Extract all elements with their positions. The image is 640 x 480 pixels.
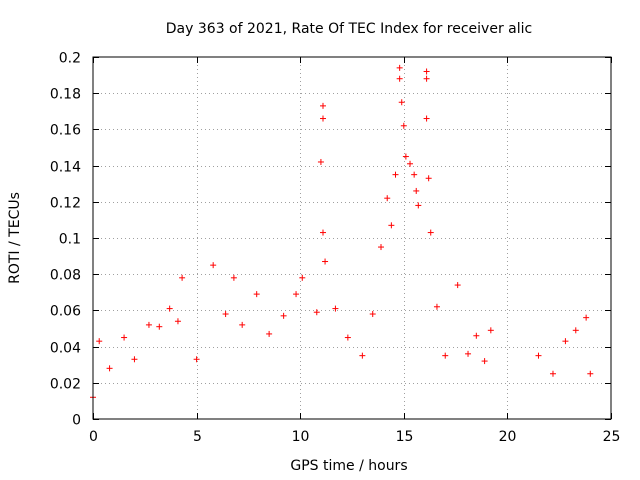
data-point [398,99,405,106]
data-point [442,352,449,359]
data-point [411,171,418,178]
x-tick-label: 10 [292,429,310,445]
x-tick-label: 5 [193,429,202,445]
data-point [413,187,420,194]
data-point [423,75,430,82]
data-point [396,75,403,82]
y-tick-label: 0.04 [50,341,81,357]
data-point [166,305,173,312]
data-point [427,229,434,236]
data-point [319,229,326,236]
y-axis-title: ROTI / TECUs [7,192,23,284]
data-point [549,370,556,377]
data-point [572,327,579,334]
data-point [253,291,260,298]
y-tick-label: 0.06 [50,304,81,320]
y-tick-label: 0.16 [50,123,81,139]
grid [93,57,611,419]
data-point [425,175,432,182]
x-tick-label: 0 [89,429,98,445]
y-tick-label: 0.2 [59,51,81,67]
data-point [193,356,200,363]
data-point [131,356,138,363]
plot-frame [92,56,612,420]
data-point [400,122,407,129]
data-point [454,282,461,289]
y-tick-label: 0.08 [50,268,81,284]
x-axis-title: GPS time / hours [290,458,407,474]
data-point [369,311,376,318]
data-point [179,274,186,281]
y-tick-label: 0.12 [50,196,81,212]
data-point [423,68,430,75]
data-point [392,171,399,178]
data-point [378,244,385,251]
data-point [473,332,480,339]
x-tick-label: 20 [499,429,517,445]
data-point [96,338,103,345]
data-point [313,309,320,316]
data-point [106,365,113,372]
data-point [317,158,324,165]
data-point [210,262,217,269]
data-point [402,153,409,160]
data-points [90,64,594,401]
data-point [145,321,152,328]
data-point [344,334,351,341]
data-point [156,323,163,330]
data-point [280,312,287,319]
y-tick-label: 0.18 [50,87,81,103]
data-point [423,115,430,122]
data-point [384,195,391,202]
data-point [222,311,229,318]
x-tick-label: 15 [396,429,414,445]
data-point [319,115,326,122]
data-point [487,327,494,334]
data-point [299,274,306,281]
data-point [332,305,339,312]
data-point [174,318,181,325]
data-point [535,352,542,359]
data-point [293,291,300,298]
data-point [319,102,326,109]
y-tick-labels: 0 0.02 0.04 0.06 0.08 0.1 0.12 0.14 0.16 0.18 0.2 [50,51,81,429]
data-point [415,202,422,209]
data-point [359,352,366,359]
data-point [587,370,594,377]
y-tick-label: 0.02 [50,377,81,393]
data-point [230,274,237,281]
y-tick-label: 0.14 [50,160,81,176]
y-tick-label: 0.1 [59,232,81,248]
data-point [481,358,488,365]
data-point [407,160,414,167]
data-point [396,64,403,71]
x-tick-labels: 0 5 10 15 20 25 [89,429,620,445]
data-point [583,314,590,321]
data-point [121,334,128,341]
data-point [322,258,329,265]
data-point [388,222,395,229]
chart-title: Day 363 of 2021, Rate Of TEC Index for r… [166,21,532,37]
y-tick-label: 0 [72,413,81,429]
data-point [562,338,569,345]
data-point [239,321,246,328]
data-point [433,303,440,310]
data-point [465,350,472,357]
data-point [266,330,273,337]
x-tick-label: 25 [603,429,621,445]
